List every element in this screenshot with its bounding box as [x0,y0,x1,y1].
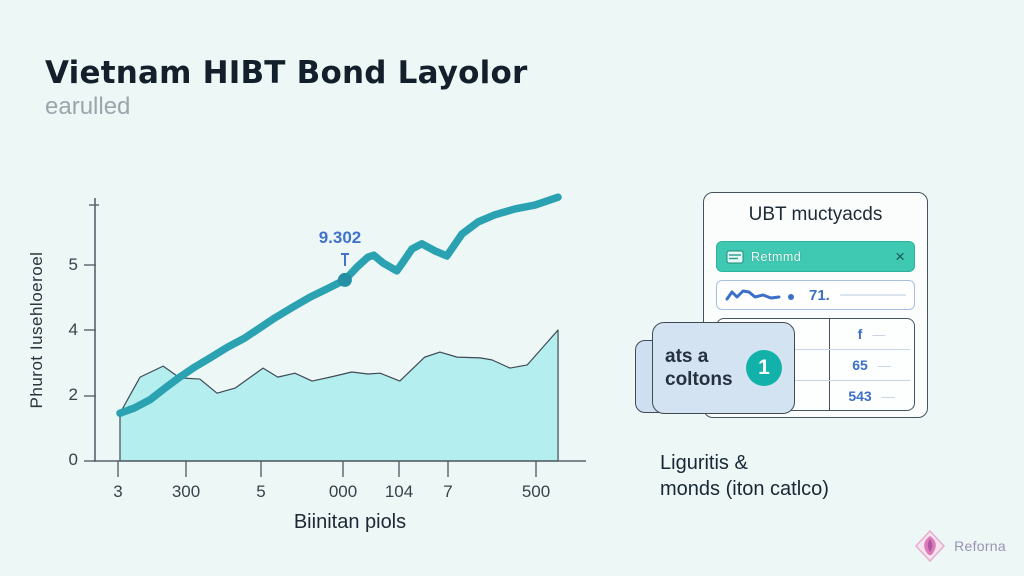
y-tick-label: 2 [68,385,78,404]
annotation-label: 9.302 [318,228,362,247]
y-tick-label: 4 [68,320,78,339]
y-tick-marks [84,204,99,462]
line-chart: 9.302 0 2 4 5 3 300 5 000 104 7 500 Phur… [0,170,630,560]
page-title: Vietnam HIBT Bond Layolor [45,55,528,91]
annotation-dot [337,272,352,287]
x-tick-marks [117,461,537,477]
x-axis-label: Biinitan piols [293,511,407,533]
banner-label: Retmmd [751,249,802,264]
y-axis-label: Phurot Iusehloeroel [27,251,46,409]
x-tick-label: 5 [256,482,266,501]
chart-canvas [84,193,586,477]
table-value: f [857,326,863,342]
table-dash: — [877,357,891,373]
window-icon [726,250,744,263]
y-tick-label: 5 [68,255,78,274]
table-divider [829,319,830,410]
table-cell: 65 — [829,350,914,380]
table-rule [721,349,910,350]
stat-placeholder-line [839,294,906,296]
table-dash: — [881,388,895,404]
x-tick-label: 300 [171,482,201,501]
x-tick-label: 500 [521,482,551,501]
table-value: 543 [848,388,872,404]
x-tick-label: 000 [328,482,358,501]
info-panel: UBT muctyacds Retmmd × 71. [630,185,960,515]
x-tick-label: 104 [384,482,414,501]
brand-name: Reforna [954,538,1006,554]
table-value: 65 [852,357,868,373]
header: Vietnam HIBT Bond Layolor earulled [45,55,527,121]
table-rule [721,380,910,381]
panel-caption: Liguritis & monds (iton catlco) [660,452,829,500]
table-cell: 543 — [829,381,914,410]
table-dash: — [872,326,886,342]
sparkline-icon [725,289,794,301]
step-badge: 1 [746,350,782,386]
y-tick-label: 0 [68,450,78,469]
reforna-logo-icon [915,529,946,563]
line-series [116,193,562,417]
annotation-pointer-icon [341,253,349,266]
selected-banner[interactable]: Retmmd × [716,241,915,272]
x-tick-label: 7 [443,482,453,501]
stat-value: 71. [809,286,830,304]
x-tick-label: 3 [113,482,123,501]
page-subtitle: earulled [45,93,131,120]
table-cell: f — [829,319,914,349]
sparkline-row: 71. [716,280,915,310]
stacked-card-front: ats a coltons 1 [652,322,795,414]
close-icon[interactable]: × [895,247,905,266]
area-series [119,329,559,462]
brand-footer: Reforna [914,529,1006,563]
stats-card-title: UBT muctyacds [748,204,883,225]
overlay-text: ats a coltons [665,346,733,390]
